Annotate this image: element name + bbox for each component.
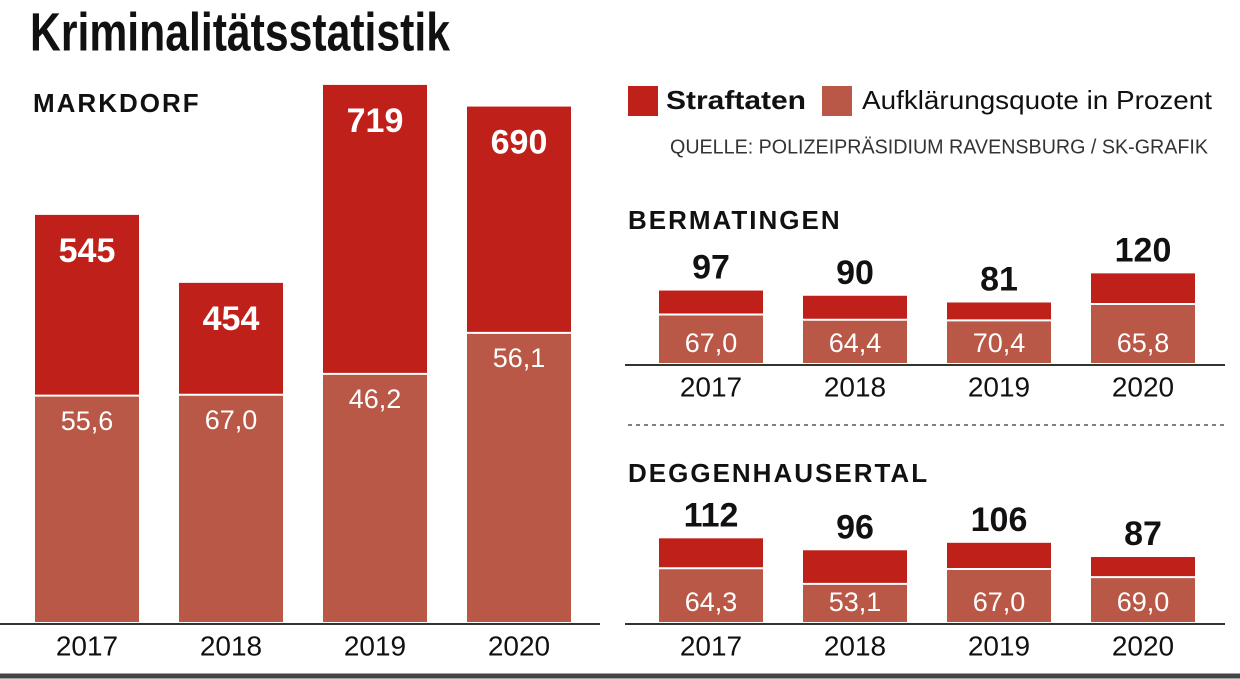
value-label: 56,1	[493, 343, 546, 373]
value-label: 112	[684, 496, 739, 534]
legend-label: Aufklärungsquote in Prozent	[862, 85, 1213, 115]
x-tick-label: 2018	[200, 630, 262, 661]
x-tick-label: 2018	[824, 371, 886, 402]
value-label: 690	[491, 124, 548, 162]
value-label: 64,4	[829, 328, 882, 358]
x-tick-label: 2019	[968, 630, 1030, 661]
bar-segment	[947, 568, 1051, 622]
bar-segment	[947, 320, 1051, 363]
bar-segment	[35, 395, 139, 622]
chart-title: BERMATINGEN	[628, 205, 842, 235]
value-label: 69,0	[1117, 587, 1170, 617]
x-tick-label: 2020	[1112, 630, 1174, 661]
value-label: 90	[836, 254, 874, 292]
value-label: 65,8	[1117, 328, 1170, 358]
bar-segment	[1091, 304, 1195, 363]
chart-title: DEGGENHAUSERTAL	[628, 458, 929, 488]
bar-segment	[659, 568, 763, 622]
value-label: 545	[59, 232, 116, 270]
value-label: 87	[1124, 515, 1162, 553]
bar-segment	[179, 394, 283, 622]
x-tick-label: 2018	[824, 630, 886, 661]
value-label: 97	[692, 249, 730, 287]
x-tick-label: 2017	[680, 630, 742, 661]
value-label: 67,0	[685, 328, 738, 358]
value-label: 67,0	[973, 587, 1026, 617]
value-label: 70,4	[973, 328, 1026, 358]
value-label: 454	[203, 300, 260, 338]
x-tick-label: 2017	[680, 371, 742, 402]
x-tick-label: 2017	[56, 630, 118, 661]
x-tick-label: 2020	[488, 630, 550, 661]
bar-segment	[659, 314, 763, 363]
bar-segment	[323, 373, 427, 622]
legend-label: Straftaten	[666, 85, 806, 115]
value-label: 64,3	[685, 587, 738, 617]
value-label: 55,6	[61, 406, 114, 436]
value-label: 120	[1115, 231, 1172, 269]
value-label: 719	[347, 102, 404, 140]
value-label: 81	[980, 260, 1018, 298]
value-label: 46,2	[349, 384, 402, 414]
bar-segment	[803, 319, 907, 363]
value-label: 106	[971, 501, 1028, 539]
value-label: 67,0	[205, 405, 258, 435]
bar-segment	[1091, 577, 1195, 622]
legend-swatch	[628, 86, 658, 116]
value-label: 53,1	[829, 587, 882, 617]
x-tick-label: 2019	[344, 630, 406, 661]
x-tick-label: 2019	[968, 371, 1030, 402]
bar-segment	[803, 583, 907, 622]
source: QUELLE: POLIZEIPRÄSIDIUM RAVENSBURG / SK…	[670, 136, 1209, 158]
bar-segment	[467, 332, 571, 622]
title: Kriminalitätsstatistik	[30, 2, 451, 62]
value-label: 96	[836, 508, 874, 546]
x-tick-label: 2020	[1112, 371, 1174, 402]
legend-swatch	[822, 86, 852, 116]
chart-title: MARKDORF	[33, 88, 201, 118]
